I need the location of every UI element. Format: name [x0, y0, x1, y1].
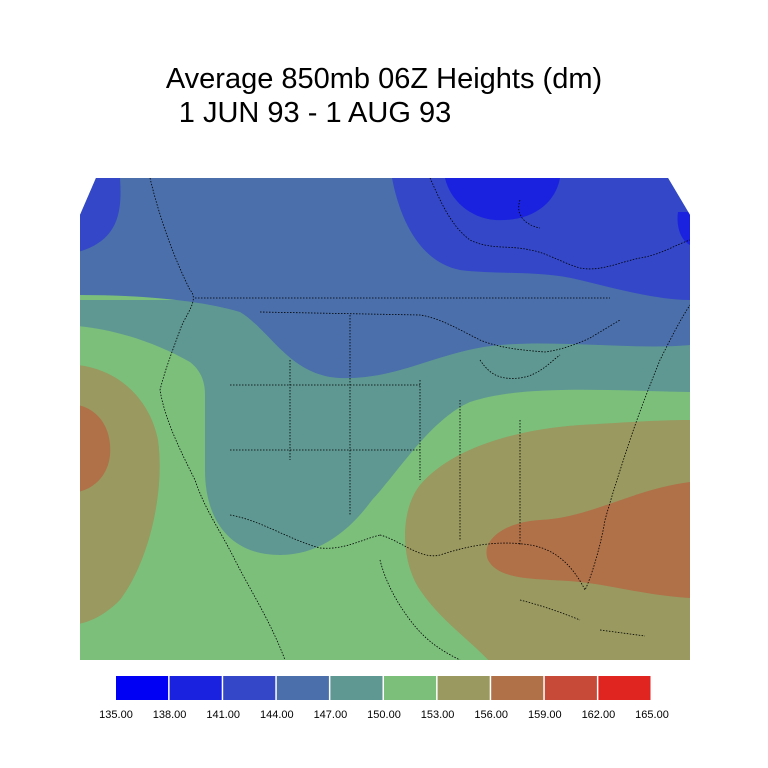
- contour-band-147: [80, 300, 690, 555]
- legend-color-bar: [116, 676, 651, 700]
- legend-label: 165.00: [635, 709, 669, 721]
- legend-label: 141.00: [206, 709, 241, 721]
- legend-color-box: [437, 676, 490, 700]
- legend-color-box: [169, 676, 222, 700]
- contour-band-141-west: [80, 178, 121, 252]
- legend-color-box: [330, 676, 383, 700]
- title-line-2: 1 JUN 93 - 1 AUG 93: [178, 97, 452, 129]
- title-line-1: Average 850mb 06Z Heights (dm): [165, 63, 603, 95]
- legend-color-box: [598, 676, 651, 700]
- contour-band-156-east: [486, 482, 690, 598]
- legend-color-box: [491, 676, 544, 700]
- legend-label: 135.00: [99, 709, 133, 721]
- map-title: Average 850mb 06Z Heights (dm) 1 JUN 93 …: [0, 62, 768, 130]
- legend-color-box: [544, 676, 597, 700]
- legend-label: 156.00: [474, 709, 509, 721]
- legend-label: 159.00: [527, 709, 562, 721]
- contour-band-138: [445, 178, 560, 221]
- legend-label: 138.00: [152, 709, 187, 721]
- legend-label: 150.00: [367, 709, 401, 721]
- contour-fill-layer: [80, 178, 690, 660]
- political-boundaries: [149, 178, 690, 660]
- legend-label: 144.00: [259, 709, 294, 721]
- contour-band-156-west: [80, 405, 111, 492]
- contour-band-138-edge: [677, 212, 690, 245]
- legend-color-box: [223, 676, 276, 700]
- legend-color-box: [276, 676, 329, 700]
- legend-label: 153.00: [420, 709, 455, 721]
- legend-color-box: [384, 676, 437, 700]
- legend-color-box: [116, 676, 169, 700]
- legend-label: 162.00: [581, 709, 616, 721]
- legend-label: 147.00: [313, 709, 348, 721]
